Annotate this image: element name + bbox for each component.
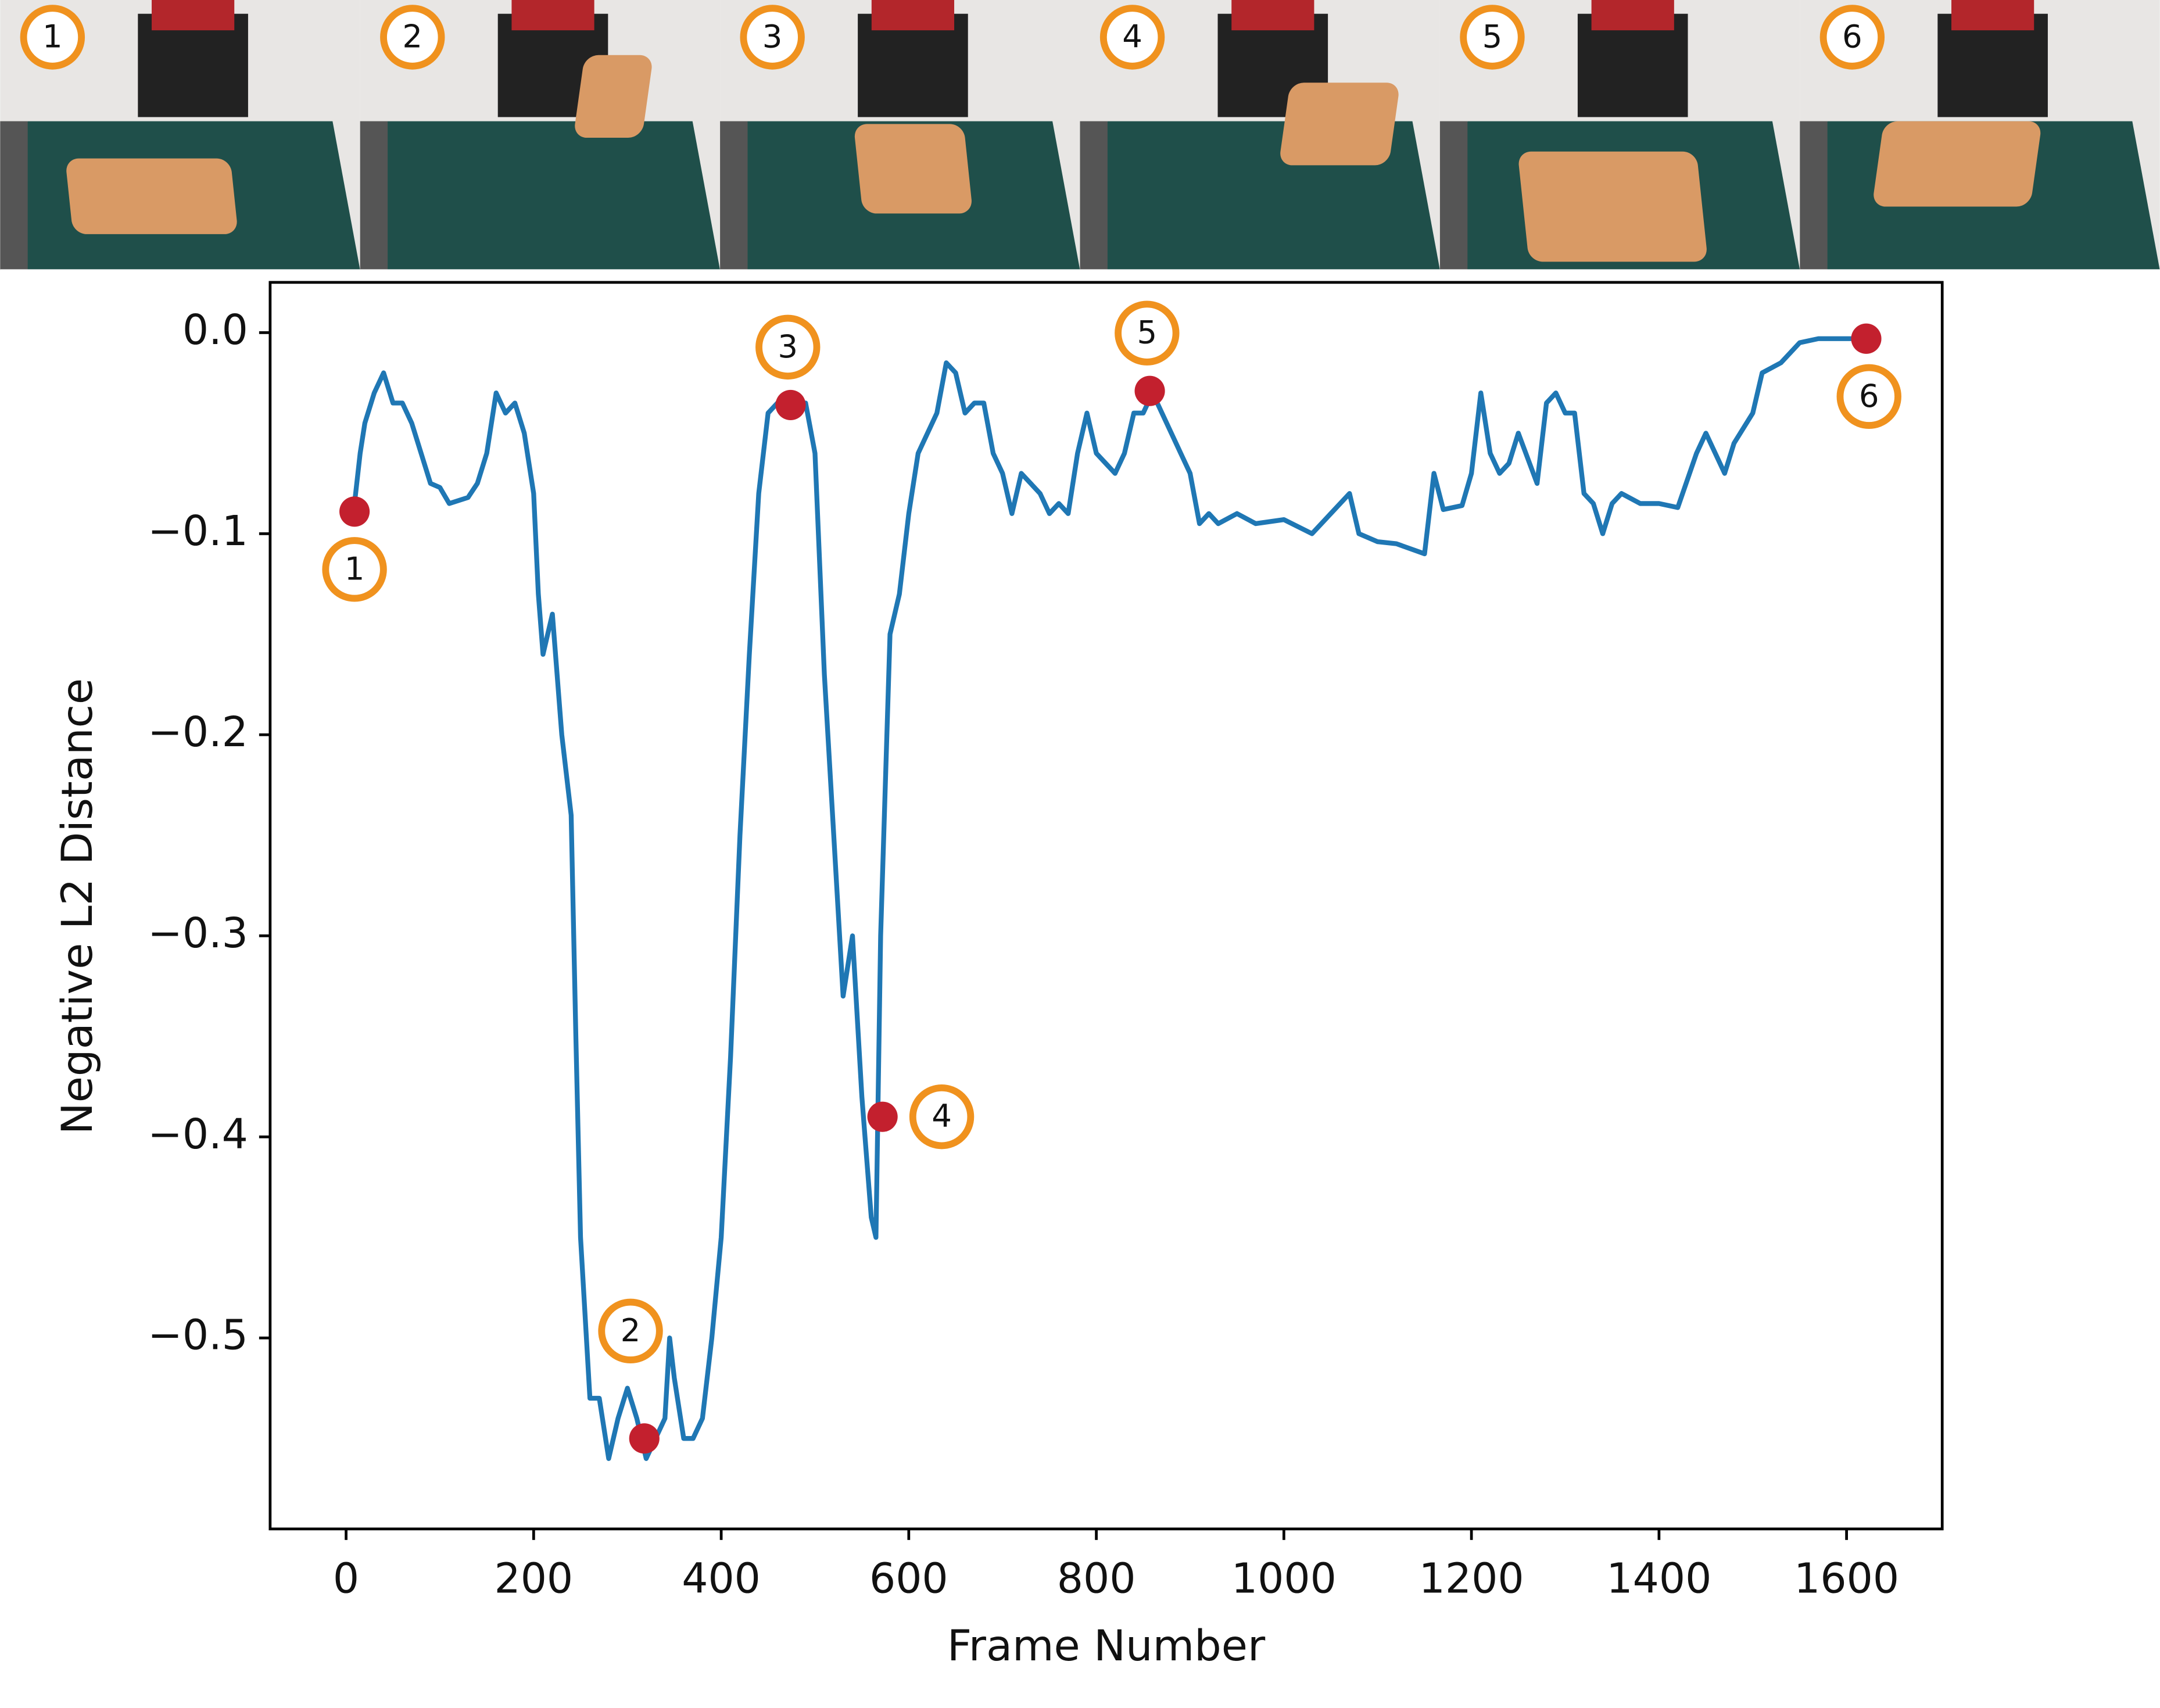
x-axis-label: Frame Number bbox=[947, 1621, 1266, 1671]
x-tick-label: 1200 bbox=[1419, 1554, 1524, 1602]
photo-shadow bbox=[1439, 121, 1468, 270]
badge-label: 2 bbox=[402, 18, 422, 55]
badge-ring bbox=[740, 5, 805, 70]
y-tick-label: −0.4 bbox=[148, 1110, 248, 1158]
photo-robot-base bbox=[138, 13, 248, 117]
badge-label: 4 bbox=[932, 1097, 952, 1134]
highlight-point bbox=[867, 1101, 898, 1132]
badge-label: 6 bbox=[1859, 377, 1879, 414]
highlight-point bbox=[629, 1423, 660, 1454]
badge-label: 3 bbox=[778, 328, 798, 365]
photo-shadow bbox=[720, 121, 748, 270]
photo-shadow bbox=[1800, 121, 1828, 270]
photo-robot bbox=[1231, 0, 1314, 31]
y-tick-label: −0.3 bbox=[148, 909, 248, 957]
photo-robot-base bbox=[1937, 13, 2048, 117]
badge-ring bbox=[1836, 364, 1901, 429]
badge-ring bbox=[1819, 5, 1885, 70]
badge-ring bbox=[755, 314, 821, 380]
photo-towel bbox=[1280, 83, 1399, 166]
photo-towel bbox=[575, 55, 652, 138]
highlight-point bbox=[775, 389, 806, 420]
x-tick-label: 1400 bbox=[1606, 1554, 1711, 1602]
highlight-point bbox=[339, 496, 370, 527]
x-tick-label: 0 bbox=[333, 1554, 359, 1602]
badge-ring bbox=[598, 1298, 663, 1364]
x-tick-label: 200 bbox=[494, 1554, 573, 1602]
photo-shadow bbox=[1080, 121, 1108, 270]
badge-ring bbox=[322, 537, 387, 602]
highlight-point bbox=[1134, 375, 1165, 406]
badge-ring bbox=[380, 5, 445, 70]
photo-towel bbox=[1874, 121, 2041, 207]
photo-robot bbox=[1951, 0, 2034, 31]
photo-towel bbox=[854, 124, 972, 214]
badge-label: 3 bbox=[762, 18, 783, 55]
badge-label: 1 bbox=[42, 18, 63, 55]
photo-robot bbox=[152, 0, 235, 31]
y-tick-label: −0.1 bbox=[148, 507, 248, 555]
x-tick-label: 600 bbox=[869, 1554, 948, 1602]
photo-towel bbox=[66, 158, 237, 234]
badge-ring bbox=[1460, 5, 1525, 70]
x-tick-label: 800 bbox=[1057, 1554, 1136, 1602]
x-tick-label: 400 bbox=[682, 1554, 761, 1602]
x-tick-label: 1000 bbox=[1231, 1554, 1337, 1602]
badge-label: 4 bbox=[1122, 18, 1142, 55]
photo-table bbox=[360, 121, 721, 270]
plot-frame bbox=[268, 281, 1944, 1531]
badge-ring bbox=[1115, 300, 1180, 366]
badge-label: 5 bbox=[1137, 314, 1157, 351]
photo-robot bbox=[871, 0, 955, 31]
photo-shadow bbox=[0, 121, 28, 270]
photo-robot bbox=[1591, 0, 1674, 31]
badge-label: 5 bbox=[1482, 18, 1503, 55]
y-axis-label: Negative L2 Distance bbox=[53, 678, 102, 1134]
highlight-point bbox=[1851, 323, 1882, 354]
badge-label: 2 bbox=[621, 1312, 641, 1349]
y-tick-label: −0.2 bbox=[148, 708, 248, 756]
photo-robot-base bbox=[858, 13, 968, 117]
y-tick-label: 0.0 bbox=[182, 306, 248, 354]
photo-towel bbox=[1518, 151, 1707, 262]
photo-robot-base bbox=[1577, 13, 1688, 117]
photo-shadow bbox=[360, 121, 388, 270]
x-tick-label: 1600 bbox=[1794, 1554, 1899, 1602]
badge-ring bbox=[20, 5, 85, 70]
badge-label: 1 bbox=[345, 550, 365, 587]
y-tick-label: −0.5 bbox=[148, 1311, 248, 1359]
photo-robot bbox=[511, 0, 594, 31]
badge-ring bbox=[909, 1084, 975, 1150]
badge-ring bbox=[1099, 5, 1165, 70]
data-line bbox=[351, 336, 1865, 1461]
badge-label: 6 bbox=[1842, 18, 1862, 55]
